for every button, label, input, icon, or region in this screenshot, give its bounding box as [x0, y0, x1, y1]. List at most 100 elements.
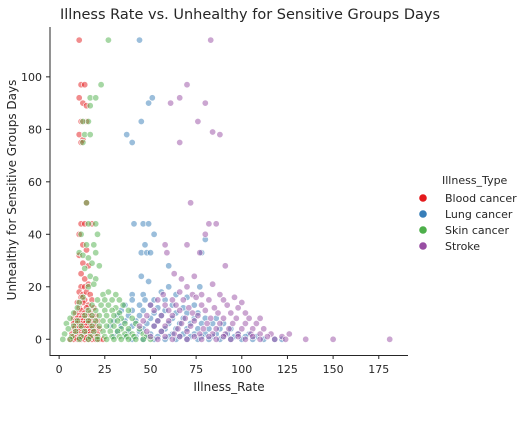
data-point [84, 306, 92, 314]
data-point [205, 220, 213, 228]
data-point [77, 230, 85, 238]
data-point [241, 319, 249, 327]
data-point [198, 335, 206, 343]
y-tick-label: 60 [28, 176, 42, 189]
legend-marker [419, 242, 427, 250]
data-point [190, 317, 198, 325]
data-point [209, 128, 217, 136]
data-point [75, 94, 83, 102]
data-point [139, 335, 147, 343]
data-point [165, 262, 173, 270]
data-point [128, 139, 136, 147]
legend-label: Stroke [445, 240, 480, 253]
data-point [92, 306, 100, 314]
data-point [143, 312, 151, 320]
data-point [81, 312, 89, 320]
data-point [66, 335, 74, 343]
y-tick-label: 40 [28, 228, 42, 241]
x-tick-label: 150 [323, 363, 344, 376]
data-point [77, 270, 85, 278]
data-point [86, 102, 94, 110]
x-ticks: 0 25 50 75 100 125 150 175 [56, 355, 389, 376]
data-point [92, 249, 100, 257]
y-tick-label: 80 [28, 123, 42, 136]
data-point [234, 333, 242, 341]
data-point [198, 301, 206, 309]
data-point [143, 327, 151, 335]
data-point [148, 94, 156, 102]
data-point [136, 322, 144, 330]
data-point [249, 333, 257, 341]
x-tick-label: 75 [189, 363, 203, 376]
data-point [103, 312, 111, 320]
data-point [84, 317, 92, 325]
data-point [168, 335, 176, 343]
series-skin-cancer [59, 36, 155, 343]
data-point [145, 99, 153, 107]
data-point [86, 131, 94, 139]
data-point [84, 220, 92, 228]
data-point [104, 301, 112, 309]
legend-label: Lung cancer [445, 208, 513, 221]
data-point [77, 322, 85, 330]
data-point [229, 319, 237, 327]
data-point [190, 301, 198, 309]
data-point [136, 312, 144, 320]
x-tick-label: 50 [143, 363, 157, 376]
legend-item: Blood cancer [419, 192, 517, 205]
data-point [88, 312, 96, 320]
data-point [147, 301, 155, 309]
data-point [161, 301, 169, 309]
data-point [161, 333, 169, 341]
data-point [176, 306, 184, 314]
data-point [227, 335, 235, 343]
data-point [84, 254, 92, 262]
data-point [185, 304, 193, 312]
x-tick-label: 25 [98, 363, 112, 376]
data-point [168, 312, 176, 320]
data-point [285, 330, 293, 338]
data-point [59, 335, 67, 343]
data-point [64, 325, 72, 333]
data-point [201, 230, 209, 238]
data-point [150, 230, 158, 238]
data-point [165, 306, 173, 314]
data-point [95, 322, 103, 330]
data-point [231, 293, 239, 301]
data-point [154, 296, 162, 304]
data-point [145, 277, 153, 285]
data-point [73, 317, 81, 325]
data-point [212, 335, 220, 343]
data-point [192, 293, 200, 301]
data-point [136, 301, 144, 309]
y-axis-label: Unhealthy for Sensitive Groups Days [5, 80, 19, 301]
data-point [196, 249, 204, 257]
data-point [174, 325, 182, 333]
data-point [94, 230, 102, 238]
legend: Illness_Type Blood cancer Lung cancer Skin… [419, 174, 517, 253]
data-point [92, 94, 100, 102]
data-point [95, 312, 103, 320]
data-point [125, 325, 133, 333]
data-point [154, 317, 162, 325]
data-point [154, 335, 162, 343]
data-point [170, 270, 178, 278]
data-point [194, 312, 202, 320]
data-point [97, 301, 105, 309]
data-point [70, 309, 78, 317]
data-point [128, 314, 136, 322]
data-point [73, 304, 81, 312]
data-point [94, 335, 102, 343]
data-point [187, 322, 195, 330]
legend-label: Blood cancer [445, 192, 517, 205]
legend-marker [419, 226, 427, 234]
data-point [256, 335, 264, 343]
data-point [99, 317, 107, 325]
data-point [132, 335, 140, 343]
data-point [183, 335, 191, 343]
data-point [209, 280, 217, 288]
data-point [190, 272, 198, 280]
legend-item: Lung cancer [419, 208, 513, 221]
data-point [110, 335, 118, 343]
data-point [238, 298, 246, 306]
